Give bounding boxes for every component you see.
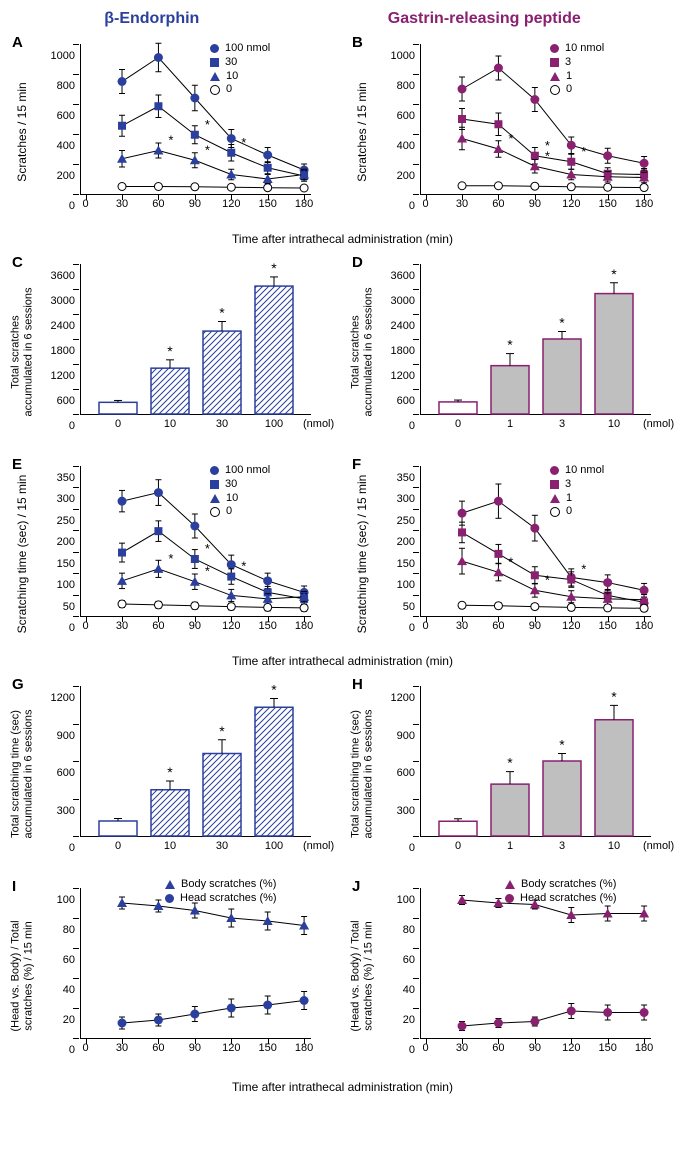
panel-label: E — [12, 456, 22, 473]
header-right: Gastrin-releasing peptide — [388, 10, 581, 28]
column-headers: β-Endorphin Gastrin-releasing peptide — [10, 10, 675, 28]
y-axis-label: Scratching time (sec) / 15 min — [15, 475, 29, 634]
y-axis-label: Total scratches accumulated in 6 session… — [349, 287, 374, 416]
legend-item: 0 — [210, 83, 270, 97]
svg-text:*: * — [205, 541, 210, 556]
y-axis-label: Scratches / 15 min — [355, 82, 369, 181]
svg-text:*: * — [168, 133, 173, 148]
y-axis-label: Total scratching time (sec) accumulated … — [349, 709, 374, 838]
legend-item: 10 — [210, 70, 270, 84]
svg-text:*: * — [241, 135, 246, 150]
panel-label: J — [352, 878, 360, 895]
legend-item: Body scratches (%) — [505, 878, 617, 892]
svg-text:*: * — [271, 260, 277, 276]
legend: Body scratches (%)Head scratches (%) — [505, 878, 617, 906]
svg-text:*: * — [545, 148, 550, 163]
legend-item: 100 nmol — [210, 42, 270, 56]
legend: 100 nmol30100 — [210, 42, 270, 97]
plot-area: 06001200180024003000360001310***(nmol) — [420, 264, 651, 415]
svg-text:*: * — [167, 343, 173, 359]
panel-label: H — [352, 676, 363, 693]
legend-item: 30 — [210, 56, 270, 70]
panel-B: BScratches / 15 min020040060080010000306… — [350, 32, 675, 232]
figure-grid: β-Endorphin Gastrin-releasing peptide A S… — [10, 10, 675, 1094]
svg-text:*: * — [219, 305, 225, 321]
panel-G: G Total scratching time (sec) accumulated… — [10, 674, 335, 874]
header-left: β-Endorphin — [104, 10, 199, 28]
legend-item: 0 — [210, 505, 270, 519]
xlabel-row-IJ: Time after intrathecal administration (m… — [10, 1080, 675, 1094]
plot-area: 0300600900120001030100***(nmol) — [80, 686, 311, 837]
legend-item: 10 nmol — [550, 464, 604, 478]
panel-label: B — [352, 34, 363, 51]
legend: Body scratches (%)Head scratches (%) — [165, 878, 277, 906]
svg-text:*: * — [241, 559, 246, 574]
plot-area: 020040060080010000306090120150180**** — [420, 44, 651, 195]
plot-area: 0300600900120001310***(nmol) — [420, 686, 651, 837]
panel-I: I (Head vs. Body) / Total scratches (%) /… — [10, 876, 335, 1076]
panel-label: D — [352, 254, 363, 271]
legend-item: 30 — [210, 478, 270, 492]
plot-area: 0204060801000306090120150180 — [420, 888, 651, 1039]
svg-text:*: * — [507, 755, 513, 771]
legend-item: 100 nmol — [210, 464, 270, 478]
legend-item: 1 — [550, 492, 604, 506]
legend-item: 0 — [550, 505, 604, 519]
svg-text:*: * — [219, 723, 225, 739]
y-axis-label: Total scratches accumulated in 6 session… — [9, 287, 34, 416]
panel-A: AScratches / 15 min020040060080010000306… — [10, 32, 335, 232]
y-axis-label: Scratching time (sec) / 15 min — [355, 475, 369, 634]
svg-text:*: * — [611, 266, 617, 282]
svg-text:*: * — [559, 315, 565, 331]
svg-text:*: * — [271, 682, 277, 698]
legend-item: 3 — [550, 56, 604, 70]
plot-area: 020040060080010000306090120150180**** — [80, 44, 311, 195]
legend-item: Head scratches (%) — [165, 892, 277, 906]
panel-E: EScratching time (sec) / 15 min050100150… — [10, 454, 335, 654]
legend-item: Head scratches (%) — [505, 892, 617, 906]
y-axis-label: Total scratching time (sec) accumulated … — [9, 709, 34, 838]
xlabel-row-EF: Time after intrathecal administration (m… — [10, 654, 675, 668]
y-axis-label: (Head vs. Body) / Total scratches (%) / … — [9, 920, 34, 1031]
svg-text:*: * — [508, 131, 513, 146]
svg-text:*: * — [205, 564, 210, 579]
plot-area: 0204060801000306090120150180 — [80, 888, 311, 1039]
svg-text:*: * — [508, 554, 513, 569]
svg-text:*: * — [611, 688, 617, 704]
legend-item: 0 — [550, 83, 604, 97]
y-axis-label: Scratches / 15 min — [15, 82, 29, 181]
plot-area: 06001200180024003000360001030100***(nmol… — [80, 264, 311, 415]
y-axis-label: (Head vs. Body) / Total scratches (%) / … — [349, 920, 374, 1031]
panel-label: A — [12, 34, 23, 51]
legend: 10 nmol310 — [550, 42, 604, 97]
panel-C: C Total scratches accumulated in 6 sessio… — [10, 252, 335, 452]
panel-J: J (Head vs. Body) / Total scratches (%) /… — [350, 876, 675, 1076]
panel-label: G — [12, 676, 24, 693]
legend-item: 1 — [550, 70, 604, 84]
legend: 10 nmol310 — [550, 464, 604, 519]
panel-F: FScratching time (sec) / 15 min050100150… — [350, 454, 675, 654]
svg-text:*: * — [581, 144, 586, 159]
legend-item: 3 — [550, 478, 604, 492]
plot-area: 0501001502002503003500306090120150180*** — [420, 466, 651, 617]
panel-label: F — [352, 456, 361, 473]
svg-text:*: * — [205, 142, 210, 157]
svg-text:*: * — [167, 764, 173, 780]
svg-text:*: * — [168, 551, 173, 566]
panel-label: I — [12, 878, 16, 895]
svg-text:*: * — [581, 562, 586, 577]
legend-item: 10 nmol — [550, 42, 604, 56]
svg-text:*: * — [545, 572, 550, 587]
svg-text:*: * — [559, 737, 565, 753]
plot-area: 0501001502002503003500306090120150180***… — [80, 466, 311, 617]
svg-text:*: * — [205, 117, 210, 132]
panel-H: H Total scratching time (sec) accumulated… — [350, 674, 675, 874]
legend-item: 10 — [210, 492, 270, 506]
panel-D: D Total scratches accumulated in 6 sessio… — [350, 252, 675, 452]
xlabel-row-AB: Time after intrathecal administration (m… — [10, 232, 675, 246]
legend: 100 nmol30100 — [210, 464, 270, 519]
panel-label: C — [12, 254, 23, 271]
legend-item: Body scratches (%) — [165, 878, 277, 892]
svg-text:*: * — [507, 337, 513, 353]
